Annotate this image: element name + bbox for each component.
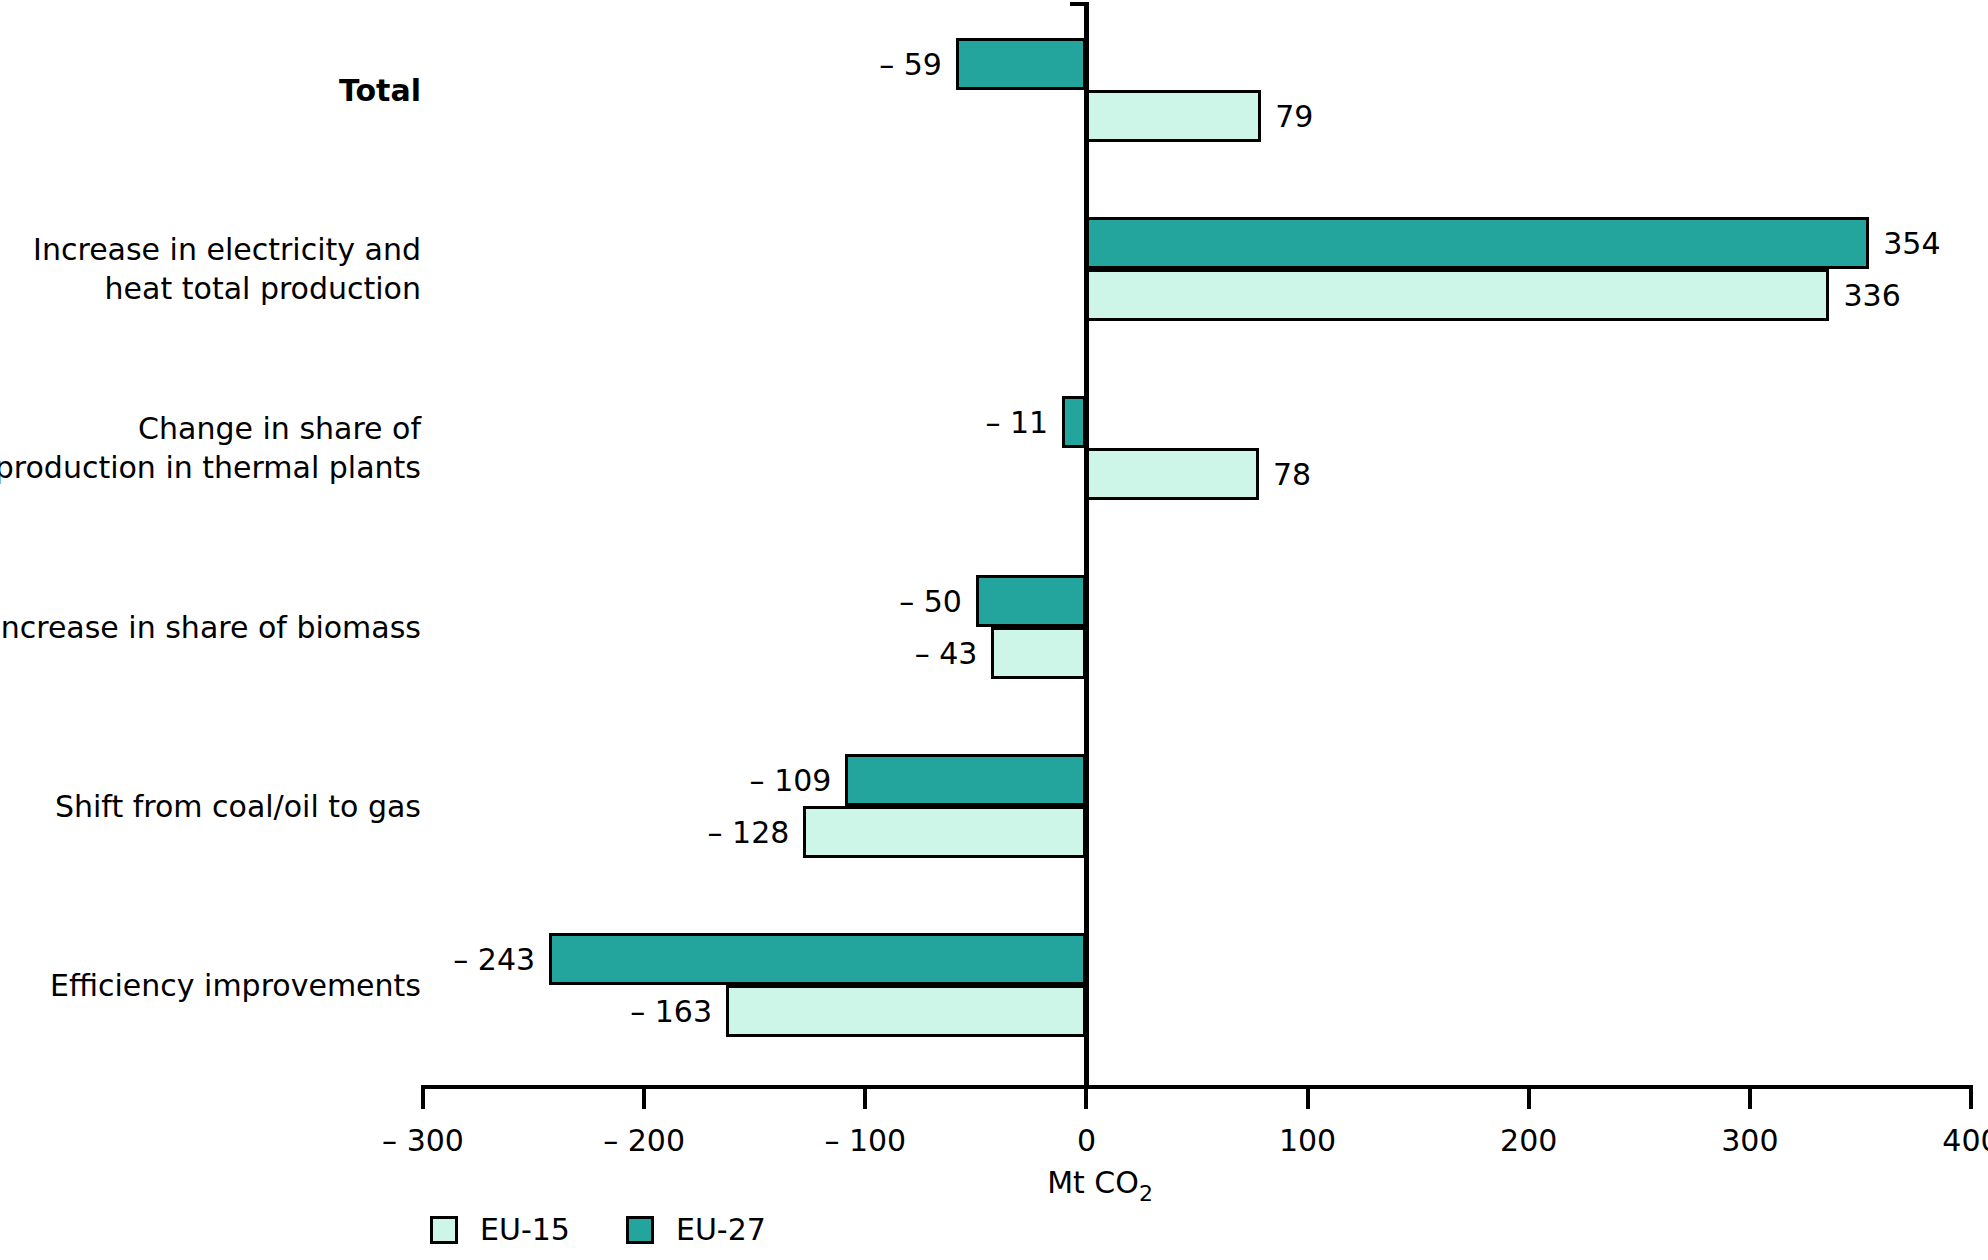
value-label: – 43 [915,636,978,671]
bar-eu-27 [1062,396,1086,448]
value-label: – 50 [899,584,962,619]
value-label: – 128 [708,815,790,850]
value-label: – 11 [985,405,1048,440]
category-label: Efficiency improvements [0,966,421,1005]
legend-swatch [626,1216,654,1244]
bar-eu-27 [956,38,1086,90]
bar-eu-27 [976,575,1087,627]
x-axis-tick [421,1085,425,1109]
category-label: Change in share ofproduction in thermal … [0,409,421,487]
x-axis-tick-label: 400 [1942,1123,1988,1158]
legend-label: EU-27 [676,1212,766,1247]
x-axis-tick-label: 100 [1279,1123,1336,1158]
category-label-line: Increase in electricity and [0,230,421,269]
x-axis-tick-label: 200 [1500,1123,1557,1158]
y-axis-line [1084,2,1089,1085]
bar-eu-15 [1086,90,1261,142]
x-axis-tick-label: – 100 [824,1123,906,1158]
bar-eu-15 [1086,448,1258,500]
bar-eu-27 [1086,217,1869,269]
legend-swatch [430,1216,458,1244]
category-label: Total [0,71,421,110]
category-label-line: production in thermal plants [0,448,421,487]
category-label-line: Shift from coal/oil to gas [0,787,421,826]
x-axis-title-subscript: 2 [1139,1181,1153,1206]
x-axis-tick [863,1085,867,1109]
x-axis-title: Mt CO2 [1047,1165,1153,1206]
bar-eu-15 [991,627,1086,679]
value-label: 336 [1843,278,1900,313]
x-axis-tick [1527,1085,1531,1109]
category-label-line: Change in share of [0,409,421,448]
value-label: 79 [1275,99,1313,134]
value-label: – 163 [630,994,712,1029]
x-axis-tick-label: – 200 [603,1123,685,1158]
category-label: Increase in share of biomass [0,608,421,647]
x-axis-tick [1748,1085,1752,1109]
y-axis-top-tick [1070,2,1084,6]
legend-item-eu-15: EU-15 [430,1212,570,1247]
category-label-line: Efficiency improvements [0,966,421,1005]
bar-eu-15 [803,806,1086,858]
x-axis-tick [642,1085,646,1109]
value-label: – 59 [879,47,942,82]
legend-label: EU-15 [480,1212,570,1247]
bar-eu-15 [726,985,1086,1037]
legend-item-eu-27: EU-27 [626,1212,766,1247]
x-axis-tick [1969,1085,1973,1109]
x-axis-tick-label: – 300 [382,1123,464,1158]
x-axis-line [423,1085,1971,1089]
category-label: Increase in electricity andheat total pr… [0,230,421,308]
value-label: 354 [1883,226,1940,261]
x-axis-title-text: Mt CO [1047,1165,1139,1200]
x-axis-tick-label: 0 [1077,1123,1096,1158]
legend: EU-15 EU-27 [430,1212,766,1247]
bar-eu-15 [1086,269,1829,321]
value-label: – 109 [750,763,832,798]
bar-chart: Total – 59 79 Increase in electricity andhe… [0,0,1988,1260]
bar-eu-27 [845,754,1086,806]
category-label-line: Increase in share of biomass [0,608,421,647]
bar-eu-27 [549,933,1086,985]
value-label: – 243 [453,942,535,977]
category-label-line: Total [0,71,421,110]
x-axis-tick-label: 300 [1721,1123,1778,1158]
value-label: 78 [1273,457,1311,492]
x-axis-tick [1084,1085,1088,1109]
x-axis-tick [1306,1085,1310,1109]
category-label-line: heat total production [0,269,421,308]
category-label: Shift from coal/oil to gas [0,787,421,826]
